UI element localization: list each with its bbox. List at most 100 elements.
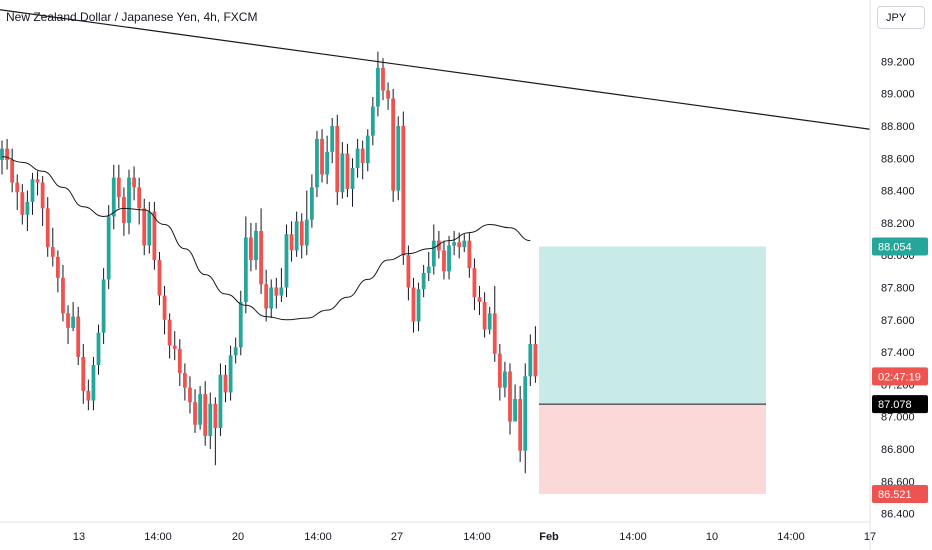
price-tick-label: 88.200 xyxy=(881,218,915,230)
candle xyxy=(30,172,35,215)
candle xyxy=(218,363,223,437)
time-tick-label: 14:00 xyxy=(144,531,172,543)
candle xyxy=(223,365,228,403)
stop-zone[interactable] xyxy=(539,404,766,495)
candle xyxy=(289,221,294,262)
candle xyxy=(330,117,335,164)
candle xyxy=(416,282,421,332)
candle xyxy=(40,176,45,227)
candle xyxy=(426,251,431,282)
candle xyxy=(203,381,208,446)
candle xyxy=(431,224,436,275)
price-tick-label: 87.400 xyxy=(881,347,915,359)
candle xyxy=(45,197,50,257)
price-tick-label: 89.000 xyxy=(881,89,915,101)
candle xyxy=(467,232,472,278)
candle xyxy=(528,334,533,387)
candle xyxy=(35,171,40,196)
candle xyxy=(147,201,152,254)
candle xyxy=(391,88,396,202)
position-zones[interactable] xyxy=(539,246,766,495)
time-axis[interactable]: 13 14:00 20 14:00 27 14:00 Feb 14:00 10 14:00 17 xyxy=(0,521,876,543)
candle xyxy=(355,138,360,178)
candle xyxy=(243,216,248,314)
time-tick-label: 20 xyxy=(232,531,244,543)
candle xyxy=(116,164,121,209)
time-tick-label: 14:00 xyxy=(304,531,332,543)
candle xyxy=(269,279,274,319)
candle xyxy=(259,208,263,294)
svg-text:02:47:19: 02:47:19 xyxy=(878,371,921,383)
candle xyxy=(376,51,380,117)
currency-button[interactable]: JPY xyxy=(877,6,925,29)
candle xyxy=(96,324,101,375)
target-zone[interactable] xyxy=(539,246,766,405)
candle xyxy=(299,213,304,259)
candle xyxy=(381,58,385,101)
candle xyxy=(482,292,487,338)
candle xyxy=(462,234,467,252)
candle xyxy=(15,174,20,210)
svg-text:88.054: 88.054 xyxy=(878,241,912,253)
svg-text:87.078: 87.078 xyxy=(878,399,912,411)
candle xyxy=(228,345,233,401)
candle xyxy=(487,306,492,335)
candle xyxy=(350,158,355,207)
candle xyxy=(396,116,401,201)
candle xyxy=(533,326,538,383)
candle xyxy=(508,363,512,435)
time-tick-label: 14:00 xyxy=(463,531,491,543)
price-badges: 88.054 02:47:19 87.078 86.521 xyxy=(872,237,928,504)
countdown-badge: 02:47:19 xyxy=(872,367,928,386)
candle xyxy=(472,258,477,311)
candle xyxy=(198,386,203,430)
entry-price-badge: 87.078 xyxy=(872,395,928,414)
candle xyxy=(447,235,451,280)
candle xyxy=(254,222,258,270)
stop-price-badge: 86.521 xyxy=(872,485,928,504)
candle xyxy=(238,290,243,356)
price-tick-label: 87.800 xyxy=(881,283,915,295)
candle xyxy=(188,376,192,414)
price-tick-label: 87.000 xyxy=(881,412,915,424)
candle xyxy=(518,386,523,462)
moving-average xyxy=(1,156,531,321)
candle xyxy=(274,277,279,309)
candle-series xyxy=(0,51,538,474)
price-tick-label: 89.200 xyxy=(881,56,915,68)
price-tick-label: 88.600 xyxy=(881,153,915,165)
candle xyxy=(111,164,116,230)
candle xyxy=(5,138,9,170)
candle xyxy=(411,277,416,333)
chart-title: New Zealand Dollar / Japanese Yen, 4h, F… xyxy=(6,10,258,24)
candle xyxy=(132,166,136,201)
candle xyxy=(264,269,269,322)
candle xyxy=(172,331,177,361)
candle xyxy=(177,339,182,387)
candle xyxy=(340,142,345,199)
candle xyxy=(452,230,457,256)
candle xyxy=(249,222,253,272)
price-tick-label: 88.800 xyxy=(881,121,915,133)
candle xyxy=(0,140,4,175)
candle xyxy=(304,190,309,256)
trendline[interactable] xyxy=(0,9,871,130)
candle xyxy=(335,114,340,206)
candle xyxy=(91,356,96,411)
candle xyxy=(193,389,197,433)
candle xyxy=(309,174,314,228)
candle xyxy=(315,130,319,198)
time-tick-label: 10 xyxy=(706,531,718,543)
descending-trendline[interactable] xyxy=(0,9,871,130)
time-tick-label: 27 xyxy=(391,531,403,543)
price-axis[interactable]: 89.200 89.000 88.800 88.600 88.400 88.200 88.0… xyxy=(869,0,915,550)
candle xyxy=(122,187,126,236)
candle xyxy=(127,169,131,235)
candle xyxy=(320,129,324,183)
moving-average-line xyxy=(1,156,531,321)
candle xyxy=(152,201,157,270)
time-tick-label: 17 xyxy=(864,531,876,543)
candle xyxy=(442,240,446,280)
candle xyxy=(401,111,406,265)
